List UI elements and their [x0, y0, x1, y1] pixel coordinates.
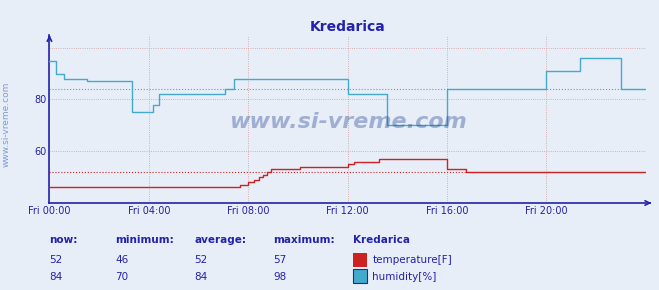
Text: humidity[%]: humidity[%] [372, 272, 437, 282]
Text: www.si-vreme.com: www.si-vreme.com [2, 82, 11, 167]
Text: now:: now: [49, 235, 78, 245]
Text: www.si-vreme.com: www.si-vreme.com [229, 112, 467, 132]
Text: 70: 70 [115, 272, 129, 282]
Title: Kredarica: Kredarica [310, 20, 386, 34]
Text: temperature[F]: temperature[F] [372, 255, 452, 265]
Text: maximum:: maximum: [273, 235, 335, 245]
Text: 84: 84 [49, 272, 63, 282]
Text: 46: 46 [115, 255, 129, 265]
Text: 52: 52 [49, 255, 63, 265]
Text: average:: average: [194, 235, 246, 245]
Text: 98: 98 [273, 272, 287, 282]
Text: minimum:: minimum: [115, 235, 174, 245]
Text: 52: 52 [194, 255, 208, 265]
Text: Kredarica: Kredarica [353, 235, 409, 245]
Text: 84: 84 [194, 272, 208, 282]
Text: 57: 57 [273, 255, 287, 265]
